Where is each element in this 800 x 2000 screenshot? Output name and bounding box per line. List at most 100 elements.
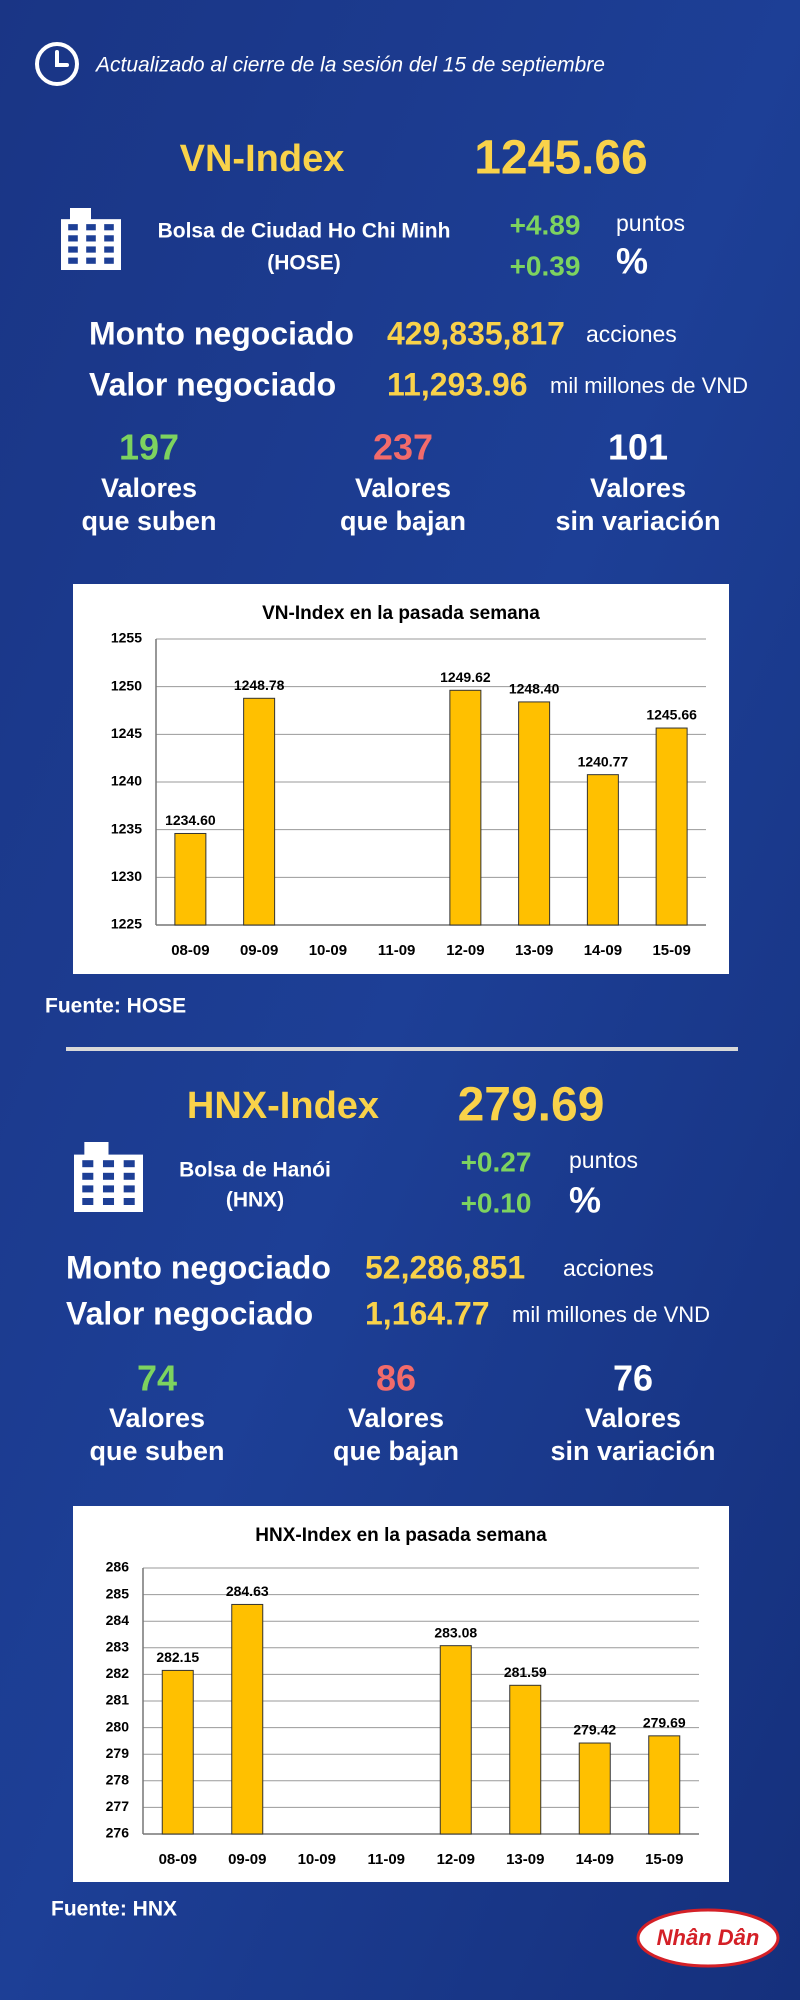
exchange-code: (HOSE) xyxy=(267,252,341,275)
x-tick-label: 09-09 xyxy=(228,1851,266,1868)
chart-title: HNX-Index en la pasada semana xyxy=(255,1525,547,1546)
exchange-name: Bolsa de Hanói xyxy=(179,1159,331,1182)
x-tick-label: 14-09 xyxy=(576,1851,614,1868)
x-tick-label: 11-09 xyxy=(367,1851,405,1868)
value-label: 279.42 xyxy=(573,1722,616,1738)
y-tick-label: 282 xyxy=(106,1665,130,1681)
y-tick-label: 285 xyxy=(106,1585,130,1601)
percent-unit: % xyxy=(616,241,648,282)
stat-label: Valores xyxy=(109,1403,205,1433)
clock-icon xyxy=(35,42,79,86)
bar xyxy=(518,701,551,926)
bar xyxy=(509,1684,542,1835)
stat-label: que bajan xyxy=(340,506,466,536)
y-tick-label: 1225 xyxy=(111,916,142,932)
stat-label: Valores xyxy=(585,1403,681,1433)
x-tick-label: 09-09 xyxy=(240,942,278,959)
building-window xyxy=(102,1185,115,1193)
change-percent: +0.39 xyxy=(510,250,581,281)
bar xyxy=(161,1669,194,1835)
stat-count: 74 xyxy=(137,1358,177,1399)
building-window xyxy=(86,257,96,264)
x-tick-label: 15-09 xyxy=(645,1851,683,1868)
index-name: HNX-Index xyxy=(187,1085,379,1127)
y-tick-label: 1235 xyxy=(111,820,142,836)
bar xyxy=(586,774,619,926)
building-window xyxy=(123,1160,135,1168)
value-label: 1248.78 xyxy=(234,677,285,693)
value-label: 284.63 xyxy=(226,1583,269,1599)
building-window xyxy=(86,235,96,242)
building-window xyxy=(104,246,114,253)
stat-count: 237 xyxy=(373,427,433,468)
x-tick-label: 10-09 xyxy=(298,1851,336,1868)
value-label: 1245.66 xyxy=(646,707,697,723)
building-icon xyxy=(70,208,91,221)
bar xyxy=(439,1645,472,1835)
stat-label: que bajan xyxy=(333,1436,459,1466)
points-unit: puntos xyxy=(616,210,685,236)
bar xyxy=(655,727,688,926)
value-label: 1248.40 xyxy=(509,681,560,697)
y-tick-label: 286 xyxy=(106,1559,130,1575)
x-tick-label: 12-09 xyxy=(437,1851,475,1868)
stat-count: 101 xyxy=(608,427,668,468)
y-tick-label: 284 xyxy=(106,1612,130,1628)
bar xyxy=(243,697,276,926)
x-tick-label: 15-09 xyxy=(652,942,690,959)
y-tick-label: 1240 xyxy=(111,773,142,789)
building-window xyxy=(123,1185,135,1193)
y-tick-label: 1245 xyxy=(111,725,142,741)
building-window xyxy=(82,1160,94,1168)
source: Fuente: HNX xyxy=(51,1898,177,1921)
building-window xyxy=(82,1185,94,1193)
y-tick-label: 276 xyxy=(106,1825,130,1841)
building-icon xyxy=(84,1142,109,1156)
building-window xyxy=(68,257,78,264)
volume: 429,835,817 xyxy=(387,315,565,351)
change-points: +4.89 xyxy=(510,209,581,240)
building-window xyxy=(86,224,96,231)
stat-label: Valores xyxy=(101,473,197,503)
index-name: VN-Index xyxy=(180,138,345,180)
volume-unit: acciones xyxy=(586,321,677,347)
value-label: 281.59 xyxy=(504,1664,547,1680)
chart-box xyxy=(73,584,729,974)
stat-label: Valores xyxy=(355,473,451,503)
value-label: 283.08 xyxy=(434,1624,477,1640)
x-tick-label: 14-09 xyxy=(584,942,622,959)
volume: 52,286,851 xyxy=(365,1249,525,1285)
bar xyxy=(648,1735,681,1835)
x-tick-label: 10-09 xyxy=(309,942,347,959)
y-tick-label: 1230 xyxy=(111,868,142,884)
index-value: 1245.66 xyxy=(474,132,648,185)
value-label: 279.69 xyxy=(643,1715,686,1731)
chart-title: VN-Index en la pasada semana xyxy=(262,603,540,624)
stat-count: 197 xyxy=(119,427,179,468)
traded-value: 1,164.77 xyxy=(365,1295,490,1331)
x-tick-label: 12-09 xyxy=(446,942,484,959)
index-value: 279.69 xyxy=(458,1079,605,1132)
y-tick-label: 280 xyxy=(106,1718,130,1734)
stat-label: que suben xyxy=(81,506,216,536)
stat-label: Valores xyxy=(348,1403,444,1433)
volume-label: Monto negociado xyxy=(66,1249,331,1285)
y-tick-label: 277 xyxy=(106,1798,130,1814)
points-unit: puntos xyxy=(569,1147,638,1173)
x-tick-label: 08-09 xyxy=(171,942,209,959)
percent-unit: % xyxy=(569,1180,601,1221)
building-window xyxy=(82,1172,94,1180)
bar xyxy=(231,1603,264,1835)
logo-text: Nhân Dân xyxy=(657,1925,760,1950)
value-label: 1240.77 xyxy=(578,753,629,769)
source: Fuente: HOSE xyxy=(45,995,186,1018)
building-window xyxy=(123,1172,135,1180)
x-tick-label: 11-09 xyxy=(378,942,416,959)
exchange-name: Bolsa de Ciudad Ho Chi Minh xyxy=(158,220,451,243)
stat-count: 86 xyxy=(376,1358,416,1399)
stat-label: que suben xyxy=(89,1436,224,1466)
building-window xyxy=(104,257,114,264)
value-unit: mil millones de VND xyxy=(550,373,748,398)
